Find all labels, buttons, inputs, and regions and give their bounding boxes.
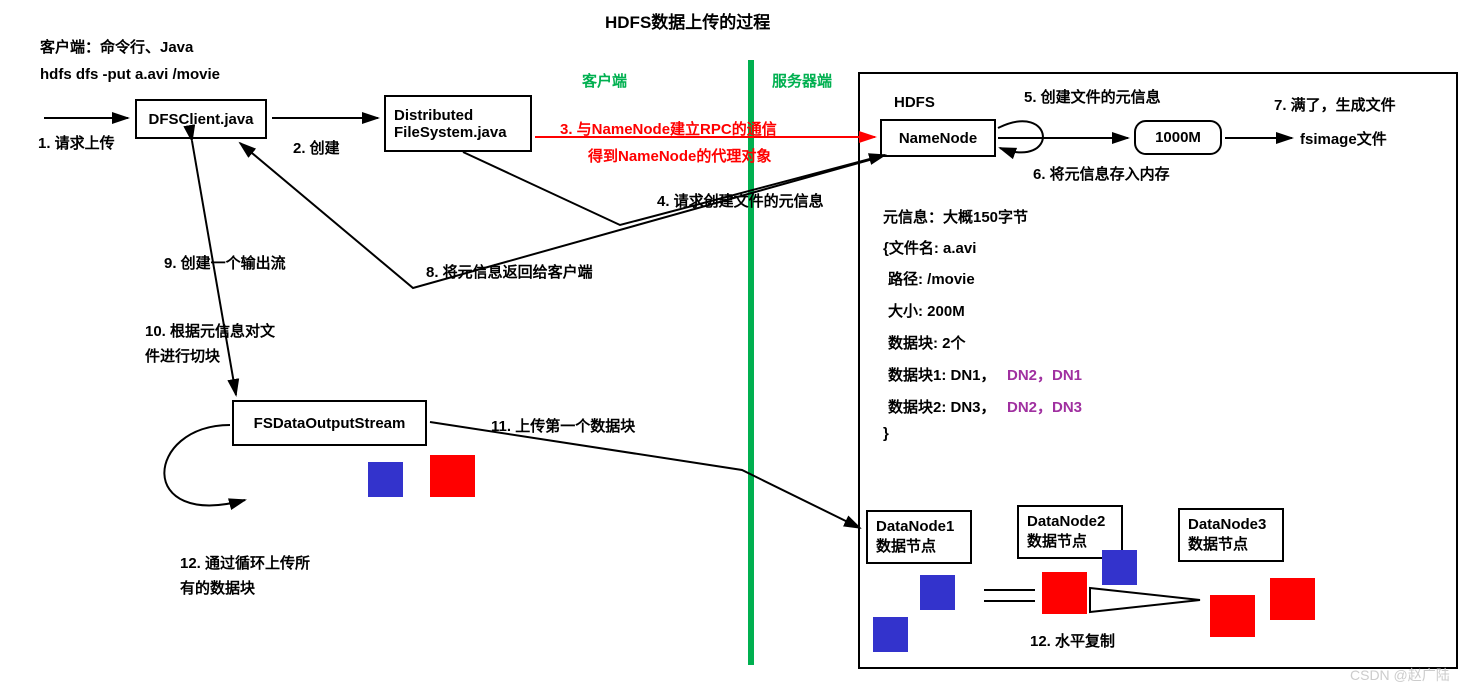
- meta-l3: 路径: /movie: [888, 268, 975, 289]
- fsdata-output-label: FSDataOutputStream: [254, 415, 406, 432]
- meta-l6b: DN2，DN1: [1007, 364, 1082, 385]
- meta-l6a: 数据块1: DN1，: [888, 364, 996, 385]
- step-3-l2: 得到NameNode的代理对象: [588, 145, 771, 166]
- meta-l1: 元信息：大概150字节: [883, 206, 1028, 227]
- distributed-fs-l2: FileSystem.java: [394, 124, 507, 141]
- meta-l8: }: [883, 425, 889, 442]
- node-fsdata-output: FSDataOutputStream: [232, 400, 427, 446]
- red-square-dn3a: [1210, 595, 1255, 637]
- step-12a-l1: 12. 通过循环上传所: [180, 552, 310, 573]
- meta-l7a: 数据块2: DN3，: [888, 396, 996, 417]
- step-2: 2. 创建: [293, 137, 340, 158]
- dn1-l1: DataNode1: [876, 518, 954, 535]
- distributed-fs-l1: Distributed: [394, 107, 507, 124]
- namenode-label: NameNode: [899, 130, 977, 147]
- mem-label: 1000M: [1155, 129, 1201, 146]
- server-side-label: 服务器端: [772, 70, 832, 91]
- step-11: 11. 上传第一个数据块: [491, 415, 635, 436]
- red-square-dn3b: [1270, 578, 1315, 620]
- watermark: CSDN @赵广陆: [1350, 665, 1450, 685]
- blue-square-dn2b: [1102, 550, 1137, 585]
- step-6: 6. 将元信息存入内存: [1033, 163, 1170, 184]
- blue-square-dn1a: [920, 575, 955, 610]
- client-header-1: 客户端：命令行、Java: [40, 36, 193, 57]
- node-datanode1: DataNode1 数据节点: [866, 510, 972, 564]
- meta-l7b: DN2，DN3: [1007, 396, 1082, 417]
- red-square-dn2a: [1042, 572, 1087, 614]
- meta-l5: 数据块: 2个: [888, 332, 966, 353]
- diagram-title: HDFS数据上传的过程: [605, 8, 770, 33]
- meta-l4: 大小: 200M: [888, 300, 965, 321]
- client-header-2: hdfs dfs -put a.avi /movie: [40, 66, 220, 83]
- blue-square-1: [368, 462, 403, 497]
- node-distributed-fs: Distributed FileSystem.java: [384, 95, 532, 152]
- step-12a-l2: 有的数据块: [180, 577, 255, 598]
- step-4: 4. 请求创建文件的元信息: [657, 190, 824, 211]
- dn2-l2: 数据节点: [1027, 530, 1105, 551]
- hdfs-label: HDFS: [894, 94, 935, 111]
- blue-square-dn1b: [873, 617, 908, 652]
- fsimage-label: fsimage文件: [1300, 128, 1387, 149]
- node-namenode: NameNode: [880, 119, 996, 157]
- step-5: 5. 创建文件的元信息: [1024, 86, 1161, 107]
- step-9: 9. 创建一个输出流: [164, 252, 286, 273]
- step-1: 1. 请求上传: [38, 132, 115, 153]
- node-1000m: 1000M: [1134, 120, 1222, 155]
- step-10-l2: 件进行切块: [145, 345, 220, 366]
- red-square-1: [430, 455, 475, 497]
- step-7: 7. 满了，生成文件: [1274, 94, 1396, 115]
- dn2-l1: DataNode2: [1027, 513, 1105, 530]
- meta-l2: {文件名: a.avi: [883, 237, 976, 258]
- step-10-l1: 10. 根据元信息对文: [145, 320, 275, 341]
- step-12b: 12. 水平复制: [1030, 630, 1115, 651]
- step-3-l1: 3. 与NameNode建立RPC的通信: [560, 118, 777, 139]
- dn3-l1: DataNode3: [1188, 516, 1266, 533]
- client-side-label: 客户端: [582, 70, 627, 91]
- dfsclient-label: DFSClient.java: [148, 111, 253, 128]
- node-datanode3: DataNode3 数据节点: [1178, 508, 1284, 562]
- dn1-l2: 数据节点: [876, 535, 954, 556]
- dn3-l2: 数据节点: [1188, 533, 1266, 554]
- node-dfsclient: DFSClient.java: [135, 99, 267, 139]
- step-8: 8. 将元信息返回给客户端: [426, 261, 593, 282]
